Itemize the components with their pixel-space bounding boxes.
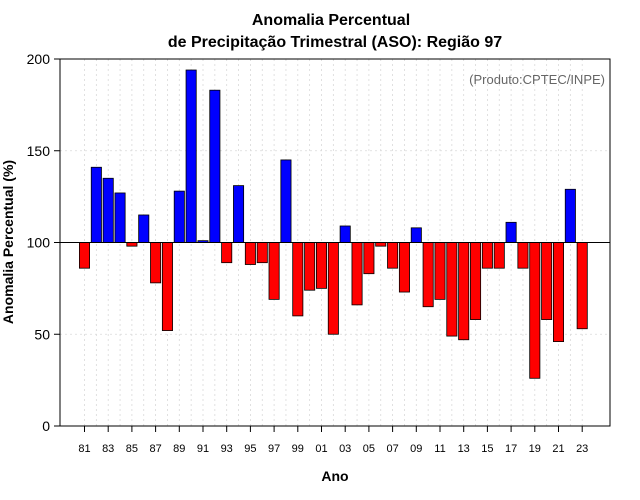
x-tick-label: 05 [363, 443, 375, 455]
bar-93 [221, 242, 233, 264]
bar-05 [363, 242, 375, 275]
bar-07 [387, 242, 399, 269]
x-tick-label: 03 [339, 443, 351, 455]
y-tick-label: 150 [27, 143, 51, 159]
bar-99 [292, 242, 304, 317]
x-tick-label: 95 [244, 443, 256, 455]
bar-95 [244, 242, 256, 265]
bar-90 [185, 69, 197, 243]
x-tick-label: 87 [149, 443, 161, 455]
bars [79, 69, 588, 379]
bar-08 [398, 242, 410, 293]
x-tick-label: 11 [434, 443, 445, 455]
bar-97 [268, 242, 280, 300]
y-tick-label: 50 [34, 326, 50, 342]
bar-98 [280, 159, 292, 243]
grid [60, 58, 610, 427]
y-tick-label: 200 [27, 51, 51, 67]
bar-14 [470, 242, 482, 320]
bar-16 [493, 242, 505, 269]
bar-20 [541, 242, 553, 320]
bar-23 [576, 242, 588, 330]
x-tick-label: 09 [410, 443, 422, 455]
bar-84 [114, 192, 126, 243]
x-tick-label: 99 [292, 443, 304, 455]
x-tick-label: 85 [126, 443, 138, 455]
bar-89 [173, 190, 185, 243]
x-axis-label: Ano [321, 468, 348, 484]
bar-09 [410, 227, 422, 243]
y-axis: 0 50 100 150 200 [27, 51, 60, 434]
bar-87 [150, 242, 162, 284]
x-tick-label: 07 [386, 443, 398, 455]
bar-83 [102, 177, 114, 243]
chart-title: Anomalia Percentual [252, 12, 410, 29]
bar-94 [233, 185, 245, 243]
x-tick-label: 01 [315, 443, 327, 455]
bar-18 [517, 242, 529, 269]
bar-22 [564, 188, 576, 243]
x-tick-label: 17 [505, 443, 517, 455]
x-tick-label: 97 [268, 443, 280, 455]
bar-12 [446, 242, 458, 337]
bar-92 [209, 89, 221, 243]
bar-00 [304, 242, 316, 291]
chart-subtitle: de Precipitação Trimestral (ASO): Região… [168, 34, 502, 51]
bar-04 [351, 242, 363, 306]
bar-02 [327, 242, 339, 335]
bar-17 [505, 221, 517, 243]
x-tick-label: 83 [102, 443, 114, 455]
bar-03 [339, 225, 351, 243]
bar-85 [126, 242, 138, 247]
bar-19 [529, 242, 541, 379]
credit-text: (Produto:CPTEC/INPE) [469, 72, 605, 87]
bar-81 [79, 242, 91, 269]
x-tick-label: 89 [173, 443, 185, 455]
x-tick-label: 15 [481, 443, 493, 455]
x-tick-label: 21 [552, 443, 564, 455]
x-tick-label: 23 [576, 443, 588, 455]
y-axis-label: Anomalia Percentual (%) [0, 160, 16, 324]
bar-86 [138, 214, 150, 243]
bar-13 [458, 242, 470, 341]
x-tick-label: 91 [197, 443, 209, 455]
bar-82 [90, 166, 102, 243]
bar-01 [315, 242, 327, 289]
bar-96 [256, 242, 268, 264]
bar-10 [422, 242, 434, 308]
bar-11 [434, 242, 446, 300]
x-tick-label: 13 [458, 443, 470, 455]
x-axis: 81 83 85 87 89 91 93 95 97 99 01 03 05 07 09 11 13 15 17 19… [78, 426, 588, 455]
x-tick-label: 93 [221, 443, 233, 455]
bar-88 [161, 242, 173, 331]
y-tick-label: 0 [42, 418, 50, 434]
bar-15 [481, 242, 493, 269]
x-tick-label: 81 [78, 443, 90, 455]
y-tick-label: 100 [27, 235, 51, 251]
bar-21 [553, 242, 565, 342]
bar-06 [375, 242, 387, 247]
x-tick-label: 19 [529, 443, 541, 455]
